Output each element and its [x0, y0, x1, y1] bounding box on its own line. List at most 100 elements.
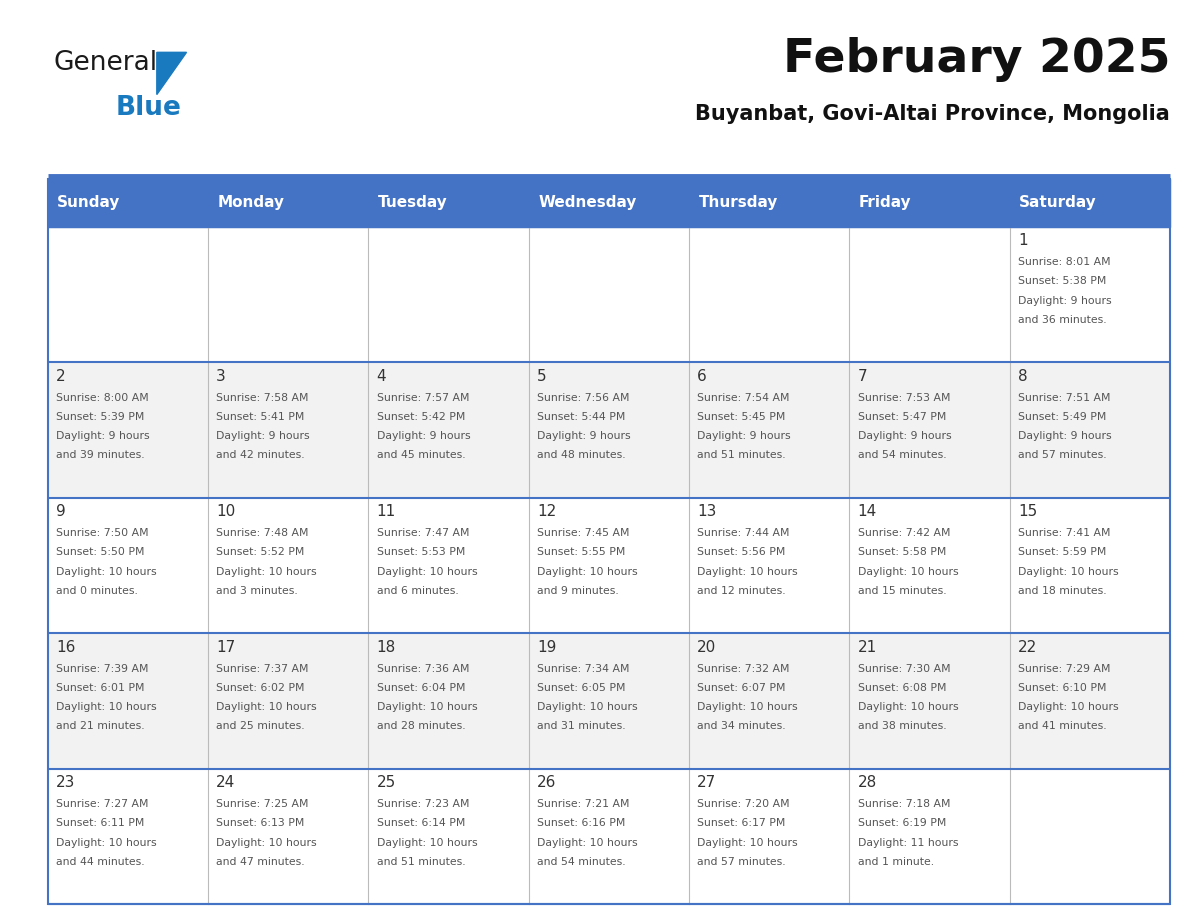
- Text: Wednesday: Wednesday: [538, 196, 637, 210]
- Text: 3: 3: [216, 369, 226, 384]
- Text: and 9 minutes.: and 9 minutes.: [537, 586, 619, 596]
- Text: Sunset: 6:05 PM: Sunset: 6:05 PM: [537, 683, 625, 693]
- Text: 22: 22: [1018, 640, 1037, 655]
- Text: Sunday: Sunday: [57, 196, 120, 210]
- Text: and 57 minutes.: and 57 minutes.: [697, 856, 786, 867]
- Text: Sunrise: 7:57 AM: Sunrise: 7:57 AM: [377, 393, 469, 402]
- Text: Sunset: 5:52 PM: Sunset: 5:52 PM: [216, 547, 304, 557]
- Text: Daylight: 10 hours: Daylight: 10 hours: [377, 837, 478, 847]
- Text: 9: 9: [56, 504, 65, 520]
- Text: Daylight: 10 hours: Daylight: 10 hours: [537, 566, 638, 577]
- Text: and 28 minutes.: and 28 minutes.: [377, 722, 466, 732]
- Text: February 2025: February 2025: [783, 37, 1170, 82]
- Text: Sunrise: 7:42 AM: Sunrise: 7:42 AM: [858, 528, 950, 538]
- Text: Sunset: 5:42 PM: Sunset: 5:42 PM: [377, 412, 465, 421]
- Text: Daylight: 9 hours: Daylight: 9 hours: [1018, 431, 1112, 441]
- Text: Sunset: 5:59 PM: Sunset: 5:59 PM: [1018, 547, 1106, 557]
- Text: and 51 minutes.: and 51 minutes.: [697, 451, 786, 460]
- Text: Sunset: 5:55 PM: Sunset: 5:55 PM: [537, 547, 625, 557]
- Text: and 6 minutes.: and 6 minutes.: [377, 586, 459, 596]
- Text: Saturday: Saturday: [1019, 196, 1097, 210]
- Text: 21: 21: [858, 640, 877, 655]
- Text: 24: 24: [216, 775, 235, 790]
- Text: and 1 minute.: and 1 minute.: [858, 856, 934, 867]
- Text: Sunrise: 7:47 AM: Sunrise: 7:47 AM: [377, 528, 469, 538]
- Text: Sunrise: 7:34 AM: Sunrise: 7:34 AM: [537, 664, 630, 674]
- Text: Daylight: 10 hours: Daylight: 10 hours: [56, 566, 157, 577]
- Text: Sunrise: 7:39 AM: Sunrise: 7:39 AM: [56, 664, 148, 674]
- Text: Sunrise: 7:48 AM: Sunrise: 7:48 AM: [216, 528, 309, 538]
- Text: Sunrise: 8:00 AM: Sunrise: 8:00 AM: [56, 393, 148, 402]
- Text: and 41 minutes.: and 41 minutes.: [1018, 722, 1107, 732]
- Text: 13: 13: [697, 504, 716, 520]
- Text: Sunset: 5:49 PM: Sunset: 5:49 PM: [1018, 412, 1106, 421]
- Text: 26: 26: [537, 775, 556, 790]
- Text: 14: 14: [858, 504, 877, 520]
- Text: Sunrise: 7:41 AM: Sunrise: 7:41 AM: [1018, 528, 1111, 538]
- Text: and 0 minutes.: and 0 minutes.: [56, 586, 138, 596]
- Text: 27: 27: [697, 775, 716, 790]
- Text: Thursday: Thursday: [699, 196, 778, 210]
- Text: Sunrise: 7:32 AM: Sunrise: 7:32 AM: [697, 664, 790, 674]
- Text: and 57 minutes.: and 57 minutes.: [1018, 451, 1107, 460]
- Text: Sunrise: 7:45 AM: Sunrise: 7:45 AM: [537, 528, 630, 538]
- Text: Daylight: 10 hours: Daylight: 10 hours: [377, 566, 478, 577]
- Text: Blue: Blue: [115, 95, 181, 120]
- Text: and 51 minutes.: and 51 minutes.: [377, 856, 466, 867]
- Bar: [48, 227, 1170, 363]
- Text: and 12 minutes.: and 12 minutes.: [697, 586, 786, 596]
- Text: Daylight: 11 hours: Daylight: 11 hours: [858, 837, 959, 847]
- Text: Sunset: 6:07 PM: Sunset: 6:07 PM: [697, 683, 785, 693]
- Text: 19: 19: [537, 640, 556, 655]
- Text: Daylight: 10 hours: Daylight: 10 hours: [537, 702, 638, 712]
- Text: Daylight: 10 hours: Daylight: 10 hours: [377, 702, 478, 712]
- Text: 12: 12: [537, 504, 556, 520]
- Text: Sunset: 5:45 PM: Sunset: 5:45 PM: [697, 412, 785, 421]
- Bar: [48, 768, 1170, 904]
- Text: Daylight: 10 hours: Daylight: 10 hours: [697, 566, 798, 577]
- Text: and 54 minutes.: and 54 minutes.: [537, 856, 626, 867]
- Polygon shape: [157, 52, 187, 95]
- Text: Sunrise: 8:01 AM: Sunrise: 8:01 AM: [1018, 257, 1111, 267]
- Text: and 47 minutes.: and 47 minutes.: [216, 856, 305, 867]
- Text: Daylight: 10 hours: Daylight: 10 hours: [56, 702, 157, 712]
- Text: Daylight: 10 hours: Daylight: 10 hours: [858, 566, 959, 577]
- Text: and 54 minutes.: and 54 minutes.: [858, 451, 947, 460]
- Text: 17: 17: [216, 640, 235, 655]
- Text: Sunset: 5:41 PM: Sunset: 5:41 PM: [216, 412, 304, 421]
- Text: General: General: [53, 50, 158, 76]
- Text: Sunrise: 7:54 AM: Sunrise: 7:54 AM: [697, 393, 790, 402]
- Text: Sunset: 6:19 PM: Sunset: 6:19 PM: [858, 818, 946, 828]
- Text: 16: 16: [56, 640, 75, 655]
- Text: and 48 minutes.: and 48 minutes.: [537, 451, 626, 460]
- Text: and 3 minutes.: and 3 minutes.: [216, 586, 298, 596]
- Text: Sunset: 5:50 PM: Sunset: 5:50 PM: [56, 547, 144, 557]
- Text: Sunset: 6:14 PM: Sunset: 6:14 PM: [377, 818, 465, 828]
- Text: Sunset: 5:56 PM: Sunset: 5:56 PM: [697, 547, 785, 557]
- Text: Sunset: 6:17 PM: Sunset: 6:17 PM: [697, 818, 785, 828]
- Text: Sunrise: 7:50 AM: Sunrise: 7:50 AM: [56, 528, 148, 538]
- Text: and 44 minutes.: and 44 minutes.: [56, 856, 145, 867]
- Text: and 25 minutes.: and 25 minutes.: [216, 722, 305, 732]
- Text: Sunset: 6:16 PM: Sunset: 6:16 PM: [537, 818, 625, 828]
- Text: Sunrise: 7:44 AM: Sunrise: 7:44 AM: [697, 528, 790, 538]
- Text: Monday: Monday: [217, 196, 284, 210]
- Text: Daylight: 10 hours: Daylight: 10 hours: [1018, 702, 1119, 712]
- Text: 25: 25: [377, 775, 396, 790]
- Text: Daylight: 10 hours: Daylight: 10 hours: [216, 837, 317, 847]
- Text: 10: 10: [216, 504, 235, 520]
- Text: Daylight: 9 hours: Daylight: 9 hours: [56, 431, 150, 441]
- Text: Daylight: 9 hours: Daylight: 9 hours: [537, 431, 631, 441]
- Text: Sunset: 6:02 PM: Sunset: 6:02 PM: [216, 683, 304, 693]
- Text: 15: 15: [1018, 504, 1037, 520]
- Text: Daylight: 10 hours: Daylight: 10 hours: [697, 702, 798, 712]
- Text: Sunrise: 7:51 AM: Sunrise: 7:51 AM: [1018, 393, 1111, 402]
- Text: Sunrise: 7:58 AM: Sunrise: 7:58 AM: [216, 393, 309, 402]
- Text: Sunrise: 7:20 AM: Sunrise: 7:20 AM: [697, 799, 790, 809]
- Text: 20: 20: [697, 640, 716, 655]
- Text: 23: 23: [56, 775, 75, 790]
- Text: and 36 minutes.: and 36 minutes.: [1018, 315, 1107, 325]
- Text: Sunset: 5:47 PM: Sunset: 5:47 PM: [858, 412, 946, 421]
- Text: Sunrise: 7:29 AM: Sunrise: 7:29 AM: [1018, 664, 1111, 674]
- Text: 11: 11: [377, 504, 396, 520]
